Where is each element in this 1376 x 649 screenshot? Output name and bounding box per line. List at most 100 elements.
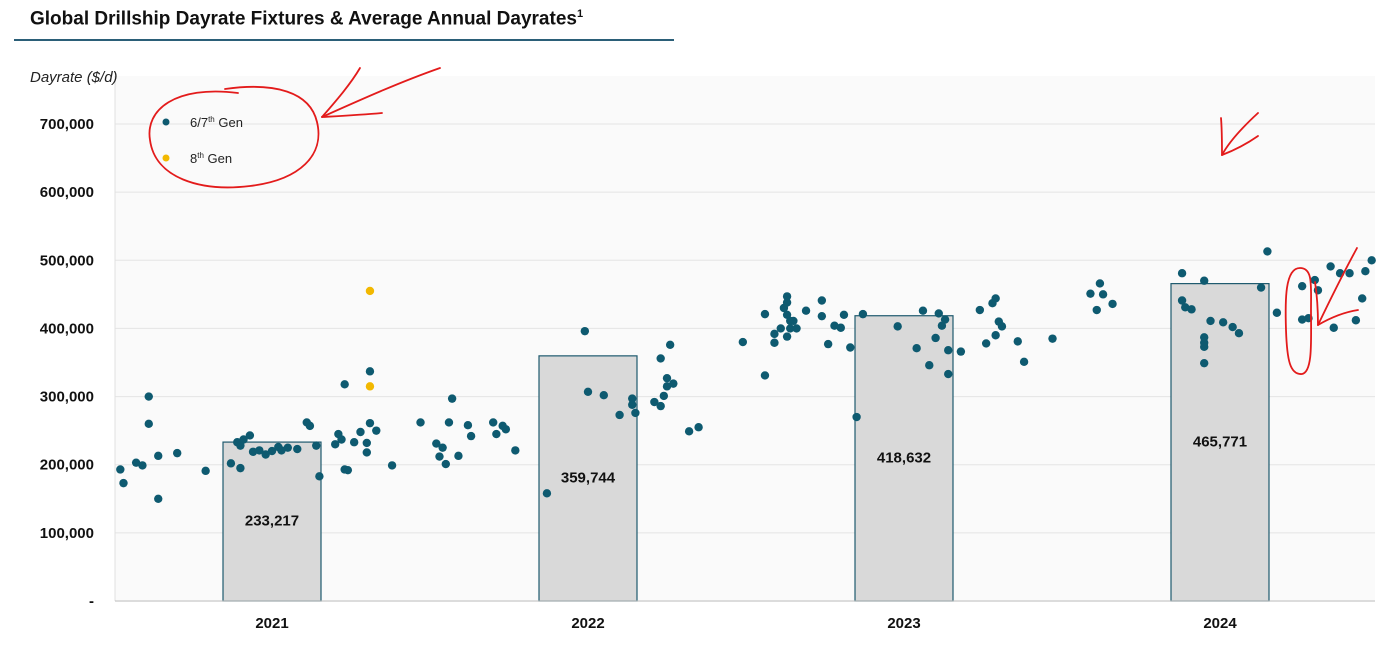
data-point bbox=[830, 321, 839, 330]
y-tick-label: 200,000 bbox=[40, 457, 94, 474]
legend-label-8th-gen: 8th Gen bbox=[190, 151, 232, 166]
data-point bbox=[1177, 296, 1187, 305]
data-point bbox=[1345, 269, 1354, 278]
data-point bbox=[1019, 357, 1029, 367]
data-point bbox=[934, 309, 943, 318]
cluster-arrow-shaft bbox=[1317, 247, 1358, 326]
average-bar-value-label: 418,632 bbox=[877, 449, 931, 466]
data-point bbox=[466, 431, 476, 441]
average-bar bbox=[1170, 283, 1270, 602]
red-annotations bbox=[148, 67, 1359, 375]
data-point bbox=[463, 420, 473, 430]
data-point bbox=[684, 427, 694, 436]
data-point bbox=[492, 429, 501, 439]
data-point bbox=[1234, 328, 1244, 338]
data-point bbox=[858, 309, 868, 319]
data-point bbox=[438, 443, 447, 452]
data-point bbox=[1297, 281, 1307, 291]
data-point bbox=[362, 448, 371, 457]
legend-arrow-head-lower bbox=[321, 112, 383, 118]
data-point bbox=[1310, 275, 1320, 285]
legend-6-7-sup: th bbox=[208, 115, 215, 124]
data-point bbox=[776, 324, 785, 333]
data-point bbox=[770, 329, 779, 339]
title-underline bbox=[14, 39, 674, 41]
data-point bbox=[583, 387, 593, 397]
data-point bbox=[817, 311, 827, 321]
y-tick-label: 400,000 bbox=[40, 320, 94, 337]
data-point bbox=[144, 419, 153, 429]
legend-8-main: 8 bbox=[190, 151, 197, 166]
data-point bbox=[239, 435, 248, 444]
data-point bbox=[365, 382, 375, 391]
data-point bbox=[738, 337, 748, 347]
data-point bbox=[801, 306, 811, 315]
cluster-arrow-head-lower bbox=[1317, 309, 1359, 326]
data-point bbox=[387, 461, 397, 470]
data-point bbox=[365, 418, 375, 428]
legend-6-7-main: 6/7 bbox=[190, 115, 208, 130]
average-bar-value-label: 465,771 bbox=[1193, 433, 1247, 450]
gridlines bbox=[114, 76, 1375, 601]
average-bar-value-label: 233,217 bbox=[245, 513, 299, 530]
data-point bbox=[248, 447, 258, 456]
data-point bbox=[245, 431, 255, 440]
data-point bbox=[340, 380, 349, 389]
data-point bbox=[1358, 294, 1367, 303]
data-point bbox=[912, 343, 921, 353]
data-point bbox=[1326, 262, 1335, 271]
data-point bbox=[918, 306, 928, 315]
data-point bbox=[441, 459, 450, 469]
data-point bbox=[501, 425, 511, 434]
data-point bbox=[1256, 283, 1266, 292]
legend: 6/7th Gen 8th Gen bbox=[162, 115, 243, 166]
legend-circle-annotation bbox=[148, 85, 320, 189]
fixture-points bbox=[116, 247, 1376, 503]
data-point bbox=[956, 347, 966, 356]
legend-8-tail: Gen bbox=[204, 151, 232, 166]
data-point bbox=[817, 296, 827, 305]
data-point bbox=[782, 332, 792, 341]
legend-arrow-head-upper bbox=[321, 67, 361, 118]
data-point bbox=[1200, 358, 1209, 368]
data-point bbox=[305, 421, 315, 431]
data-point bbox=[1177, 269, 1187, 278]
data-point bbox=[312, 441, 321, 450]
data-point bbox=[944, 369, 953, 379]
peak-arrow-head-lower bbox=[1221, 135, 1259, 156]
data-point bbox=[770, 338, 779, 347]
data-point bbox=[659, 391, 669, 401]
legend-dot-6-7-gen bbox=[162, 118, 170, 126]
data-point bbox=[991, 294, 1000, 303]
legend-8-sup: th bbox=[197, 151, 204, 160]
data-point bbox=[201, 466, 210, 476]
data-point bbox=[997, 322, 1007, 331]
data-point bbox=[1361, 266, 1370, 276]
data-point bbox=[1200, 342, 1209, 352]
data-point bbox=[267, 446, 277, 456]
average-bar bbox=[854, 315, 954, 602]
legend-arrow-shaft bbox=[321, 67, 441, 118]
data-point bbox=[362, 438, 371, 448]
data-point bbox=[839, 310, 849, 319]
data-point bbox=[650, 397, 659, 407]
data-point bbox=[1181, 303, 1190, 312]
data-point bbox=[669, 379, 678, 388]
average-bar bbox=[538, 355, 638, 602]
data-point bbox=[173, 448, 182, 458]
data-point bbox=[782, 292, 792, 301]
data-point bbox=[489, 418, 498, 427]
data-point bbox=[349, 438, 359, 447]
axes: - 100,000 200,000 300,000 400,000 500,000 600,… bbox=[40, 116, 1375, 632]
data-point bbox=[665, 340, 675, 349]
data-point bbox=[931, 333, 940, 343]
cluster-arrow-head-upper bbox=[1314, 281, 1319, 326]
chart-title-text: Global Drillship Dayrate Fixtures & Aver… bbox=[30, 8, 577, 30]
data-point bbox=[836, 323, 845, 332]
data-point bbox=[447, 394, 457, 403]
data-point bbox=[1187, 305, 1196, 314]
data-point bbox=[1200, 276, 1209, 285]
data-point bbox=[940, 315, 950, 324]
x-tick-label: 2024 bbox=[1203, 615, 1237, 632]
data-point bbox=[628, 394, 637, 403]
